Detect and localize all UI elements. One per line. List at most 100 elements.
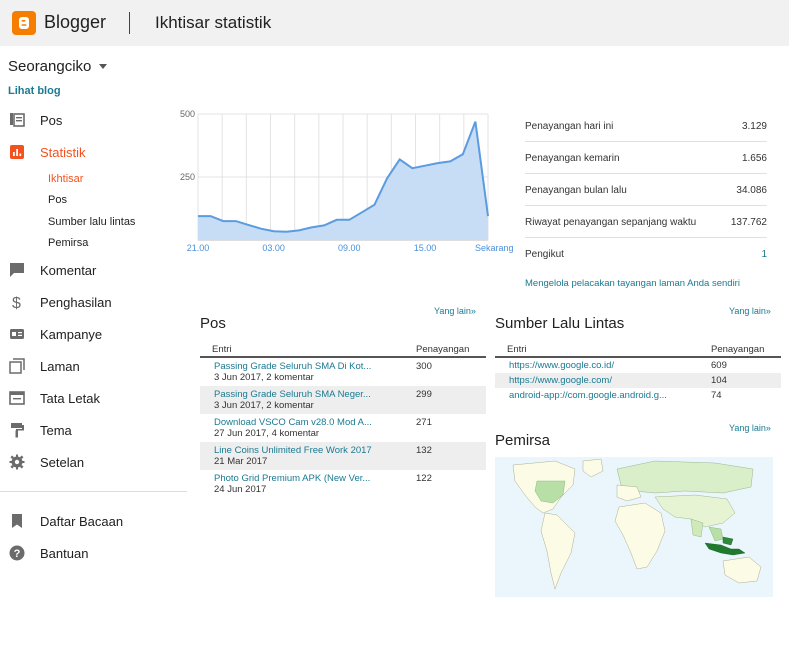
sidebar-item-reading-list[interactable]: Daftar Bacaan: [0, 509, 187, 533]
chart-x-tick-label: 09.00: [338, 243, 361, 253]
comment-icon: [10, 263, 24, 277]
post-views: 132: [416, 445, 432, 456]
post-title-link[interactable]: Passing Grade Seluruh SMA Neger...: [214, 389, 371, 400]
source-url-link[interactable]: https://www.google.co.id/: [509, 360, 615, 371]
pageviews-chart: 250 500 21.00 03.00 09.00 15.00 Sekarang: [180, 109, 514, 253]
sidebar-item-label: Statistik: [40, 144, 86, 160]
post-title-link[interactable]: Line Coins Unlimited Free Work 2017: [214, 445, 372, 456]
sidebar-item-theme[interactable]: Tema: [0, 418, 187, 442]
dollar-icon: $: [12, 295, 21, 310]
chart-y-tick-label: 500: [180, 109, 195, 119]
audience-section-title: Pemirsa: [495, 432, 551, 449]
posts-section-title: Pos: [200, 315, 226, 332]
table-row: Passing Grade Seluruh SMA Neger... 3 Jun…: [200, 386, 486, 414]
post-views: 122: [416, 473, 432, 484]
bookmark-icon: [12, 514, 22, 528]
chart-x-tick-label: 21.00: [187, 243, 210, 253]
posts-more-link[interactable]: Yang lain»: [434, 306, 476, 316]
sidebar-item-label: Penghasilan: [40, 294, 112, 310]
table-row: https://www.google.com/ 104: [495, 373, 781, 388]
sidebar-item-label: Setelan: [40, 454, 85, 470]
subnav-audience[interactable]: Pemirsa: [48, 237, 89, 249]
audience-more-link[interactable]: Yang lain»: [729, 423, 771, 433]
stat-row: Penayangan hari ini 3.129: [525, 110, 767, 142]
pages-icon: [9, 358, 25, 374]
sidebar-item-pages[interactable]: Laman: [0, 354, 187, 378]
page-title: Ikhtisar statistik: [155, 13, 272, 32]
post-title-link[interactable]: Passing Grade Seluruh SMA Di Kot...: [214, 361, 372, 372]
sidebar-item-comments[interactable]: Komentar: [0, 258, 187, 282]
gear-icon: [9, 454, 25, 470]
stat-value: 1.656: [741, 153, 767, 164]
source-views: 74: [711, 390, 722, 401]
followers-count-link[interactable]: 1: [761, 249, 767, 260]
chart-x-tick-label: 03.00: [262, 243, 285, 253]
campaign-icon: [10, 329, 24, 339]
chart-x-tick-label: 15.00: [414, 243, 437, 253]
subnav-posts[interactable]: Pos: [48, 194, 67, 206]
source-url-link[interactable]: android-app://com.google.android.g...: [509, 390, 667, 401]
chart-y-tick-label: 250: [180, 172, 195, 182]
subnav-overview[interactable]: Ikhtisar: [48, 173, 84, 185]
post-title-link[interactable]: Download VSCO Cam v28.0 Mod A...: [214, 417, 372, 428]
sidebar-item-help[interactable]: ? Bantuan: [0, 541, 187, 565]
posts-icon: [10, 113, 25, 127]
world-map[interactable]: [495, 457, 773, 597]
col-entry: Entri: [212, 344, 232, 355]
post-meta: 3 Jun 2017, 2 komentar: [214, 372, 314, 383]
table-header: Entri Penayangan: [495, 342, 781, 358]
source-views: 609: [711, 360, 727, 371]
svg-text:?: ?: [14, 548, 21, 560]
stat-label: Penayangan hari ini: [525, 121, 614, 132]
sidebar-item-stats[interactable]: Statistik: [0, 140, 187, 164]
svg-text:$: $: [12, 295, 21, 310]
col-views: Penayangan: [416, 344, 470, 355]
sidebar-item-label: Komentar: [40, 262, 97, 278]
subnav-traffic-sources[interactable]: Sumber lalu lintas: [48, 216, 136, 228]
sources-more-link[interactable]: Yang lain»: [729, 306, 771, 316]
brand-name[interactable]: Blogger: [44, 12, 107, 32]
post-meta: 24 Jun 2017: [214, 484, 267, 495]
sidebar-item-label: Daftar Bacaan: [40, 513, 124, 529]
sidebar-item-layout[interactable]: Tata Letak: [0, 386, 187, 410]
chart-x-tick-label: Sekarang: [475, 243, 514, 253]
top-bar: Blogger Ikhtisar statistik: [0, 0, 789, 46]
help-icon: ?: [9, 545, 25, 561]
sidebar-item-settings[interactable]: Setelan: [0, 450, 187, 474]
stat-label: Pengikut: [525, 249, 564, 260]
stat-label: Riwayat penayangan sepanjang waktu: [525, 217, 697, 228]
layout-icon: [9, 391, 25, 405]
caret-down-icon: [99, 64, 108, 69]
source-views: 104: [711, 375, 727, 386]
sidebar-item-campaigns[interactable]: Kampanye: [0, 322, 187, 346]
blog-name: Seorangciko: [8, 58, 92, 75]
header-divider: [129, 12, 130, 34]
sidebar-item-earnings[interactable]: $ Penghasilan: [0, 290, 187, 314]
sources-table: Entri Penayangan https://www.google.co.i…: [495, 342, 781, 403]
sidebar-item-label: Bantuan: [40, 545, 89, 561]
post-views: 271: [416, 417, 432, 428]
table-header: Entri Penayangan: [200, 342, 486, 358]
stats-icon: [10, 145, 24, 159]
world-map-image: [512, 458, 762, 590]
post-title-link[interactable]: Photo Grid Premium APK (New Ver...: [214, 473, 371, 484]
source-url-link[interactable]: https://www.google.com/: [509, 375, 612, 386]
sources-section-title: Sumber Lalu Lintas: [495, 315, 625, 332]
post-meta: 27 Jun 2017, 4 komentar: [214, 428, 320, 439]
sidebar-item-label: Tata Letak: [40, 390, 100, 406]
sidebar-item-posts[interactable]: Pos: [0, 108, 187, 132]
stat-row: Pengikut 1: [525, 238, 767, 270]
blog-selector[interactable]: Seorangciko: [8, 58, 108, 75]
view-blog-link[interactable]: Lihat blog: [8, 85, 61, 97]
sidebar-item-label: Tema: [40, 422, 72, 438]
table-row: Passing Grade Seluruh SMA Di Kot... 3 Ju…: [200, 358, 486, 386]
post-meta: 3 Jun 2017, 2 komentar: [214, 400, 314, 411]
manage-tracking-link[interactable]: Mengelola pelacakan tayangan laman Anda …: [525, 278, 740, 289]
sidebar-item-label: Pos: [40, 112, 63, 128]
stats-summary: Penayangan hari ini 3.129 Penayangan kem…: [525, 110, 767, 270]
blogger-logo-icon[interactable]: [12, 11, 36, 35]
stat-row: Riwayat penayangan sepanjang waktu 137.7…: [525, 206, 767, 238]
col-entry: Entri: [507, 344, 527, 355]
posts-table: Entri Penayangan Passing Grade Seluruh S…: [200, 342, 486, 498]
table-row: Line Coins Unlimited Free Work 2017 21 M…: [200, 442, 486, 470]
